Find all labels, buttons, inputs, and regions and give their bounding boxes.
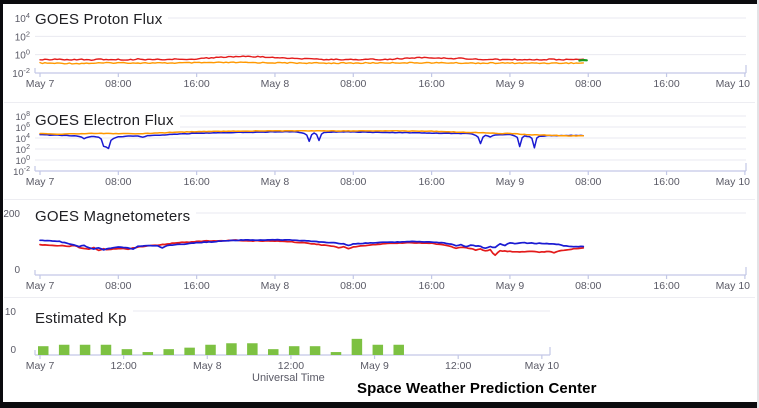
y-axis-tick-label: 100 — [15, 48, 30, 62]
kp-bar — [100, 344, 112, 355]
kp-bar — [268, 349, 279, 355]
x-axis-tick-label: 16:00 — [183, 78, 209, 90]
x-axis-tick-label: 12:00 — [110, 360, 136, 372]
x-axis-tick-label: May 8 — [261, 78, 290, 90]
x-axis-tick-label: May 10 — [716, 176, 751, 188]
y-axis-tick-label: 104 — [16, 133, 31, 145]
x-axis-tick-label: 16:00 — [183, 176, 209, 188]
x-axis-tick-label: May 9 — [496, 78, 525, 90]
section-divider — [4, 297, 755, 298]
kp-bar — [184, 347, 195, 355]
electron-flux-blue-line — [39, 130, 585, 150]
proton-flux-red-line — [39, 55, 584, 61]
proton-flux-orange-line — [39, 61, 584, 65]
bottom-border — [0, 402, 759, 408]
x-axis-tick-label: 16:00 — [653, 176, 679, 188]
kp-bar — [121, 349, 133, 355]
kp-bar — [309, 346, 321, 355]
x-axis-tick-label: May 7 — [26, 78, 55, 90]
kp-bar — [142, 352, 154, 355]
x-axis-tick-label: 08:00 — [340, 280, 366, 292]
x-axis-tick-label: 08:00 — [340, 176, 366, 188]
chart-title-estimated-kp: Estimated Kp — [33, 310, 133, 328]
kp-bar — [247, 343, 258, 355]
kp-bar — [393, 344, 404, 355]
chart-title-proton-flux: GOES Proton Flux — [33, 11, 169, 29]
x-axis-tick-label: May 9 — [360, 360, 389, 372]
x-axis-tick-label: May 9 — [496, 280, 525, 292]
x-axis-tick-label: May 10 — [716, 78, 751, 90]
electron-flux-orange-line — [39, 129, 585, 137]
chart-title-electron-flux: GOES Electron Flux — [33, 112, 180, 130]
x-axis-tick-label: 16:00 — [653, 78, 679, 90]
y-axis-tick-label: 100 — [16, 155, 31, 167]
y-axis-tick-label: 200 — [3, 209, 20, 220]
y-axis-tick-label: 102 — [16, 144, 31, 156]
x-axis-tick-label: 08:00 — [575, 176, 601, 188]
right-border — [757, 0, 759, 408]
x-axis-tick-label: May 7 — [26, 176, 55, 188]
magnetometer-blue-line — [39, 238, 585, 251]
y-axis-tick-label: 106 — [16, 122, 31, 134]
x-axis-tick-label: 08:00 — [575, 78, 601, 90]
x-axis-tick-label: 08:00 — [105, 280, 131, 292]
y-axis-tick-label: 0 — [10, 345, 16, 356]
x-axis-tick-label: 16:00 — [418, 176, 444, 188]
x-axis-tick-label: 08:00 — [340, 78, 366, 90]
credit-text: Space Weather Prediction Center — [357, 380, 597, 397]
y-axis-tick-label: 0 — [14, 265, 20, 276]
x-axis-tick-label: 16:00 — [183, 280, 209, 292]
x-axis-tick-label: 08:00 — [105, 176, 131, 188]
kp-bar — [205, 344, 216, 355]
kp-bar — [79, 344, 91, 355]
x-axis-tick-label: May 8 — [193, 360, 222, 372]
x-axis-tick-label: May 9 — [496, 176, 525, 188]
kp-bar — [288, 346, 300, 355]
y-axis-tick-label: 102 — [15, 29, 30, 43]
x-axis-tick-label: 08:00 — [105, 78, 131, 90]
x-axis-tick-label: 16:00 — [418, 280, 444, 292]
section-divider — [4, 199, 755, 200]
y-axis-tick-label: 10 — [5, 307, 17, 318]
kp-bar — [330, 352, 342, 355]
x-axis-tick-label: May 8 — [261, 280, 290, 292]
proton-end-marker-line — [578, 58, 588, 62]
x-axis-tick-label: 16:00 — [653, 280, 679, 292]
x-axis-tick-label: May 10 — [525, 360, 560, 372]
y-axis-tick-label: 10-2 — [12, 66, 30, 80]
y-axis-tick-label: 108 — [16, 111, 31, 123]
kp-bar — [38, 346, 49, 355]
y-axis-tick-label: 104 — [15, 11, 30, 25]
x-axis-tick-label: May 10 — [716, 280, 751, 292]
y-axis-tick-label: 10-2 — [13, 166, 30, 178]
x-axis-tick-label: May 8 — [261, 176, 290, 188]
top-border — [0, 0, 759, 4]
left-border — [0, 0, 3, 408]
x-axis-tick-label: May 7 — [26, 280, 55, 292]
x-axis-tick-label: 16:00 — [418, 78, 444, 90]
x-axis-tick-label: 08:00 — [575, 280, 601, 292]
x-axis-tick-label: May 7 — [26, 360, 55, 372]
kp-bar — [351, 338, 363, 355]
x-axis-label-universal-time: Universal Time — [252, 372, 325, 384]
kp-bar — [163, 349, 174, 355]
chart-title-magnetometers: GOES Magnetometers — [33, 208, 197, 226]
x-axis-tick-label: 12:00 — [278, 360, 304, 372]
kp-bar — [58, 344, 70, 355]
x-axis-tick-label: 12:00 — [445, 360, 471, 372]
section-divider — [4, 102, 755, 103]
kp-bar — [226, 343, 237, 355]
kp-bar — [372, 344, 384, 355]
